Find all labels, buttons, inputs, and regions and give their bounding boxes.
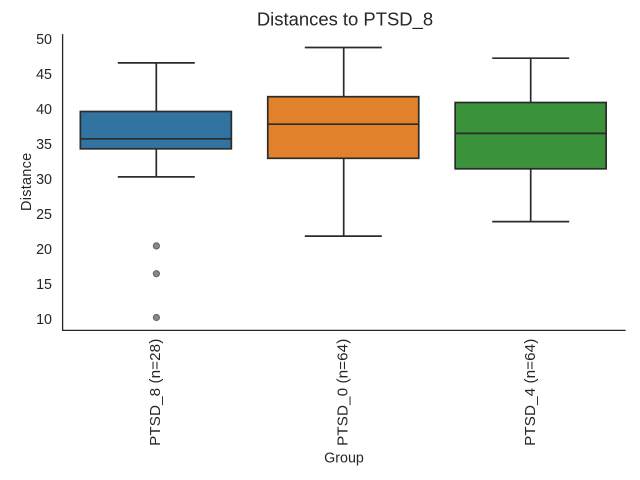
svg-text:25: 25 <box>36 207 52 223</box>
svg-text:50: 50 <box>36 32 52 48</box>
svg-text:20: 20 <box>36 242 52 258</box>
svg-text:30: 30 <box>36 172 52 188</box>
svg-text:Group: Group <box>324 450 364 466</box>
svg-text:40: 40 <box>36 102 52 118</box>
svg-text:Distance: Distance <box>19 153 35 211</box>
svg-text:15: 15 <box>36 277 52 293</box>
svg-text:35: 35 <box>36 137 52 153</box>
svg-text:10: 10 <box>36 312 52 328</box>
svg-text:PTSD_0 (n=64): PTSD_0 (n=64) <box>334 339 351 446</box>
svg-text:45: 45 <box>36 67 52 83</box>
svg-text:Distances to PTSD_8: Distances to PTSD_8 <box>257 8 433 30</box>
svg-text:PTSD_4 (n=64): PTSD_4 (n=64) <box>522 339 539 446</box>
svg-text:PTSD_8 (n=28): PTSD_8 (n=28) <box>147 339 164 446</box>
